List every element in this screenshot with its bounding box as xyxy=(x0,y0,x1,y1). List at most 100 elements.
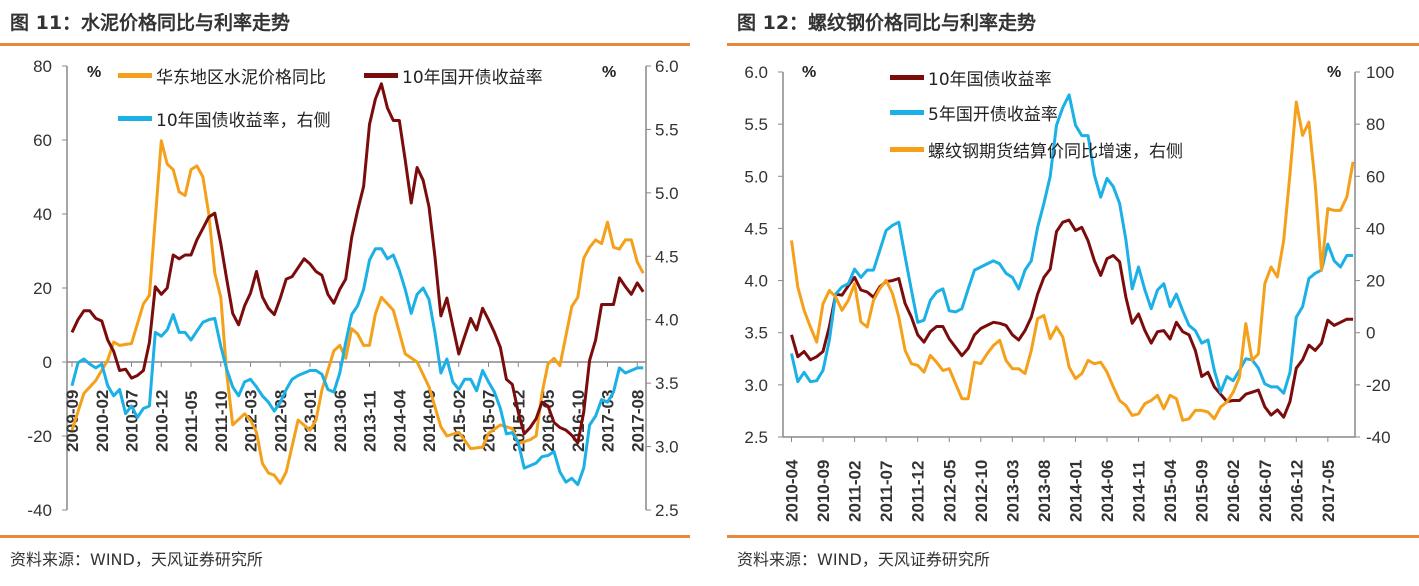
chart2-legend-item-cdb5y: 5年国开债收益率 xyxy=(890,100,1058,125)
legend-swatch xyxy=(890,147,924,152)
chart1-x-tick-label: 2010-07 xyxy=(123,390,142,452)
chart1-legend-item-cdb10y: 10年国开债收益率 xyxy=(364,63,543,88)
chart2-left-tick-label: 2.5 xyxy=(744,428,768,447)
chart1-x-tick-label: 2017-08 xyxy=(628,390,647,452)
chart2-x-tick-label: 2014-06 xyxy=(1098,460,1117,522)
chart2-x-tick-label: 2012-10 xyxy=(972,460,991,522)
chart2-x-tick-label: 2016-02 xyxy=(1224,460,1243,522)
chart2-right-tick-label: 60 xyxy=(1366,167,1385,186)
chart2-right-tick-label: 0 xyxy=(1366,324,1375,343)
chart1-left-tick-label: 80 xyxy=(33,57,52,76)
chart2-x-tick-label: 2013-08 xyxy=(1035,460,1054,522)
chart1-x-tick-label: 2015-07 xyxy=(480,390,499,452)
chart2-x-tick-label: 2011-12 xyxy=(909,461,928,522)
chart1-left-tick-label: 20 xyxy=(33,279,52,298)
chart1-source: 资料来源：WIND，天风证券研究所 xyxy=(10,550,263,569)
chart1-x-tick-label: 2011-05 xyxy=(182,391,201,452)
chart2-right-tick-label: 20 xyxy=(1366,272,1385,291)
chart1-left-tick-label: 40 xyxy=(33,205,52,224)
chart2-x-tick-label: 2017-05 xyxy=(1319,460,1338,522)
chart1-x-tick-label: 2014-09 xyxy=(420,390,439,452)
chart2-x-tick-label: 2014-11 xyxy=(1130,461,1149,522)
chart2-title: 图 12：螺纹钢价格同比与利率走势 xyxy=(737,12,1037,34)
chart1-top-rule xyxy=(0,43,690,46)
chart2-left-tick-label: 3.5 xyxy=(744,324,768,343)
legend-label: 螺纹钢期货结算价同比增速，右侧 xyxy=(928,142,1183,162)
chart2-x-tick-label: 2011-02 xyxy=(846,461,865,522)
chart2-series-line-2 xyxy=(790,93,1354,395)
chart2-x-tick-label: 2013-03 xyxy=(1003,460,1022,522)
chart2-right-tick-label: 100 xyxy=(1366,63,1394,82)
chart1-x-tick-label: 2015-02 xyxy=(450,390,469,452)
chart1-series-line-1 xyxy=(70,139,645,485)
chart1-x-tick-label: 2013-11 xyxy=(361,391,380,452)
chart1-right-unit: % xyxy=(602,64,617,81)
chart1-right-tick-label: 2.5 xyxy=(655,501,679,520)
chart2-source: 资料来源：WIND，天风证券研究所 xyxy=(737,550,990,569)
chart2-left-tick-label: 5.5 xyxy=(744,115,768,134)
chart1-x-tick-label: 2010-12 xyxy=(152,390,171,452)
chart1-x-tick-label: 2012-08 xyxy=(271,390,290,452)
legend-swatch xyxy=(890,75,924,80)
legend-swatch xyxy=(890,110,924,115)
chart2-right-unit: % xyxy=(1327,64,1342,81)
chart2-series-line-3 xyxy=(790,100,1355,422)
chart1-x-tick-label: 2011-10 xyxy=(212,391,231,452)
chart1-x-tick-label: 2013-06 xyxy=(331,390,350,452)
chart1-x-tick-label: 2017-03 xyxy=(599,390,618,452)
chart1-bottom-rule xyxy=(0,535,690,538)
chart2-left-tick-label: 4.5 xyxy=(744,219,768,238)
chart2-right-tick-label: -40 xyxy=(1366,428,1391,447)
legend-label: 5年国开债收益率 xyxy=(928,105,1058,125)
legend-label: 10年国开债收益率 xyxy=(402,68,543,88)
legend-label: 华东地区水泥价格同比 xyxy=(156,68,326,88)
chart1-series-line-3 xyxy=(70,247,644,487)
chart1-series-line-2 xyxy=(70,82,645,445)
chart2-series-line-1 xyxy=(790,218,1354,419)
chart2-x-tick-label: 2015-04 xyxy=(1161,459,1180,522)
chart1-x-tick-label: 2016-05 xyxy=(539,390,558,452)
chart2-x-tick-label: 2011-07 xyxy=(877,461,896,522)
legend-swatch xyxy=(118,73,152,78)
chart2-x-tick-label: 2015-09 xyxy=(1193,460,1212,522)
chart1-left-tick-label: -40 xyxy=(27,501,52,520)
chart2-x-tick-label: 2010-09 xyxy=(814,460,833,522)
chart2-right-tick-label: 40 xyxy=(1366,219,1385,238)
chart2-x-tick-label: 2010-04 xyxy=(783,459,802,522)
chart2-left-tick-label: 6.0 xyxy=(744,63,768,82)
chart2-x-tick-label: 2016-07 xyxy=(1256,460,1275,522)
chart2-bottom-rule xyxy=(727,535,1419,538)
chart1-title: 图 11：水泥价格同比与利率走势 xyxy=(10,12,291,34)
chart1-right-tick-label: 4.0 xyxy=(655,311,679,330)
chart2-right-tick-label: -20 xyxy=(1366,376,1391,395)
chart2-left-tick-label: 5.0 xyxy=(744,167,768,186)
chart1-legend-item-cement: 华东地区水泥价格同比 xyxy=(118,63,326,88)
chart1-left-tick-label: 0 xyxy=(43,353,52,372)
legend-swatch xyxy=(118,116,152,121)
chart2-right-tick-label: 80 xyxy=(1366,115,1385,134)
chart2-legend-item-gov10y: 10年国债收益率 xyxy=(890,65,1052,90)
chart2-left-unit: % xyxy=(802,64,817,81)
chart1-right-tick-label: 3.5 xyxy=(655,374,679,393)
chart1-right-tick-label: 4.5 xyxy=(655,247,679,266)
chart1-x-tick-label: 2013-01 xyxy=(301,390,320,452)
chart1-x-tick-label: 2010-02 xyxy=(93,390,112,452)
chart2-legend-item-rebar: 螺纹钢期货结算价同比增速，右侧 xyxy=(890,137,1183,162)
legend-label: 10年国债收益率 xyxy=(928,70,1052,90)
chart2-left-tick-label: 3.0 xyxy=(744,376,768,395)
chart2-x-tick-label: 2012-05 xyxy=(940,460,959,522)
chart2-x-tick-label: 2016-12 xyxy=(1287,460,1306,522)
chart1-right-tick-label: 5.5 xyxy=(655,120,679,139)
chart2-top-rule xyxy=(727,43,1419,46)
chart1-legend-item-gov10y: 10年国债收益率，右侧 xyxy=(118,106,331,131)
chart1-left-tick-label: 60 xyxy=(33,131,52,150)
chart1-x-tick-label: 2009-09 xyxy=(63,390,82,452)
chart2-x-tick-label: 2014-01 xyxy=(1066,460,1085,522)
chart1-right-tick-label: 5.0 xyxy=(655,184,679,203)
legend-label: 10年国债收益率，右侧 xyxy=(156,111,331,131)
legend-swatch xyxy=(364,73,398,78)
chart1-left-unit: % xyxy=(87,64,102,81)
chart1-right-tick-label: 6.0 xyxy=(655,57,679,76)
chart2-left-tick-label: 4.0 xyxy=(744,272,768,291)
